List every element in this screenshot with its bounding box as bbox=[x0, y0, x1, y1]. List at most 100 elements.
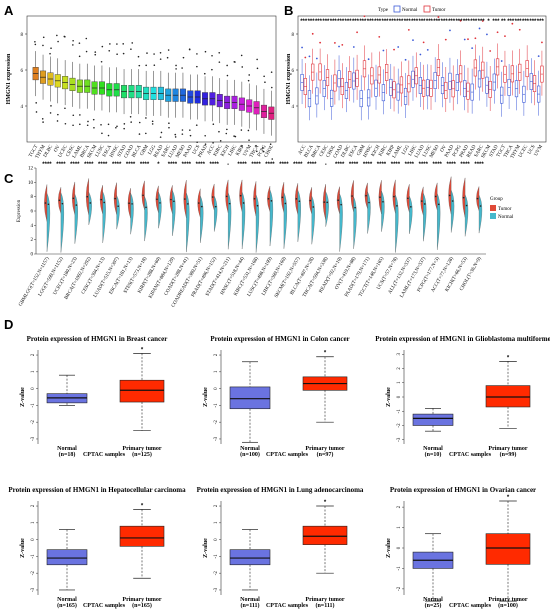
panel-a-outlier bbox=[107, 134, 110, 137]
panel-c-tumor-mean bbox=[323, 201, 326, 203]
panel-a-xtick-label: LUSC bbox=[95, 144, 106, 158]
panel-c-normal-violin bbox=[464, 194, 469, 237]
panel-c-normal-mean bbox=[340, 203, 342, 206]
panel-d-ytick-label: 2 bbox=[214, 353, 219, 356]
panel-d-significance-star: * bbox=[507, 495, 510, 501]
panel-b-significance: *** bbox=[359, 19, 367, 25]
panel-c-tumor-mean bbox=[393, 195, 395, 198]
panel-a-outlier bbox=[35, 111, 38, 113]
panel-a-outlier bbox=[159, 136, 162, 138]
panel-b-xtick-label: LUSC bbox=[422, 144, 433, 158]
panel-d-ytick-label: -3 bbox=[31, 587, 36, 592]
panel-b-xtick-label: KICH bbox=[371, 144, 382, 157]
panel-c-significance: **** bbox=[98, 162, 108, 168]
panel-b-significance: *** bbox=[337, 19, 345, 25]
panel-c-ytick-label: 6 bbox=[31, 210, 34, 215]
panel-a-xtick-label: UCEC bbox=[58, 144, 69, 159]
panel-a-outlier bbox=[122, 43, 125, 45]
panel-c-significance: **** bbox=[433, 162, 443, 168]
panel-a-outlier bbox=[248, 139, 250, 141]
panel-letter-a: A bbox=[4, 3, 14, 18]
panel-a-outlier bbox=[50, 105, 52, 107]
panel-a-outlier bbox=[107, 123, 110, 126]
panel-c-significance: **** bbox=[140, 162, 150, 168]
panel-c-significance: **** bbox=[307, 162, 317, 168]
panel-b-xtick-label: ACC bbox=[298, 144, 308, 156]
panel-b-xtick-label: PCPG bbox=[452, 144, 463, 158]
panel-b-significance: *** bbox=[426, 19, 434, 25]
panel-b-xtick-label: LIHC bbox=[408, 144, 418, 157]
panel-c-tumor-mean bbox=[281, 196, 284, 199]
panel-a-xtick-label: SARC bbox=[161, 144, 172, 158]
panel-c-normal-mean bbox=[47, 203, 50, 206]
panel-a-outlier bbox=[129, 116, 132, 118]
panel-b-outlier bbox=[311, 32, 314, 35]
panel-c-ytick-label: 0 bbox=[31, 253, 34, 258]
panel-b-significance: *** bbox=[352, 19, 360, 25]
panel-d-significance-star: * bbox=[507, 355, 510, 361]
panel-b-xtick-label: LUAD bbox=[414, 144, 425, 159]
panel-a-outlier bbox=[108, 49, 111, 52]
panel-c-normal-mean bbox=[256, 204, 259, 207]
panel-a-outlier bbox=[72, 124, 74, 127]
panel-c-normal-violin bbox=[353, 196, 357, 249]
panel-d-normal-box bbox=[229, 386, 271, 410]
panel-c-normal-violin bbox=[214, 195, 218, 232]
panel-a-outlier bbox=[174, 136, 177, 138]
panel-b-xtick-label: BLCA bbox=[304, 144, 315, 158]
panel-c-tumor-mean bbox=[170, 198, 172, 201]
panel-c-significance: **** bbox=[196, 162, 206, 168]
panel-b-xtick-label: KIRP bbox=[386, 144, 396, 157]
panel-c-tumor-mean bbox=[379, 196, 381, 198]
panel-b-xtick-label: OV bbox=[440, 144, 448, 153]
panel-a-outlier bbox=[182, 56, 185, 59]
panel-b-xtick-label: CESC bbox=[319, 144, 330, 158]
panel-a-outlier bbox=[42, 44, 44, 47]
panel-a-outlier bbox=[160, 131, 163, 134]
panel-a-outlier bbox=[212, 142, 214, 144]
panel-d-ytick-label: -3 bbox=[397, 437, 402, 442]
panel-b-significance: *** bbox=[300, 19, 308, 25]
panel-a-outlier bbox=[57, 113, 59, 116]
panel-a-xtick-label: KIRP bbox=[236, 144, 246, 157]
panel-a-outlier bbox=[247, 129, 250, 132]
panel-c-significance: **** bbox=[182, 162, 192, 168]
panel-a-outlier bbox=[189, 129, 191, 131]
panel-b-significance: *** bbox=[522, 19, 530, 25]
panel-c-normal-violin bbox=[451, 190, 455, 233]
panel-b-significance: *** bbox=[345, 19, 353, 25]
panel-a-outlier bbox=[241, 66, 244, 68]
panel-c-normal-mean bbox=[131, 203, 133, 205]
panel-a-outlier bbox=[189, 134, 192, 137]
panel-a-outlier bbox=[181, 133, 184, 135]
panel-b-significance: *** bbox=[367, 19, 375, 25]
panel-a-xtick-label: ESCA bbox=[102, 144, 113, 158]
panel-d-ylabel: Z-value bbox=[203, 387, 209, 407]
panel-c-normal-mean bbox=[451, 200, 454, 202]
panel-b-significance: *** bbox=[515, 19, 523, 25]
panel-b-significance: *** bbox=[433, 19, 441, 25]
panel-b-xtick-label: MESO bbox=[429, 144, 440, 159]
panel-a-outlier bbox=[234, 135, 237, 138]
panel-d-tumor-box bbox=[119, 379, 165, 403]
panel-c-tumor-mean bbox=[142, 194, 144, 197]
panel-c-normal-violin bbox=[311, 196, 315, 245]
panel-a-ytick-label: 6 bbox=[21, 69, 24, 74]
panel-d-xlabel: CPTAC samples bbox=[83, 452, 126, 458]
panel-a-outlier bbox=[85, 37, 88, 40]
panel-a-outlier bbox=[226, 74, 229, 77]
panel-d-ytick-label: 0 bbox=[397, 546, 402, 549]
panel-d-group-name: Normal bbox=[423, 597, 443, 603]
panel-c-ytick-label: 2 bbox=[31, 238, 34, 243]
panel-d-group-count: (n=125) bbox=[132, 451, 152, 458]
panel-a-outlier bbox=[94, 51, 97, 53]
panel-b-xtick-label: UCS bbox=[527, 144, 536, 155]
panel-b-significance: ** bbox=[501, 19, 506, 25]
panel-b-outlier bbox=[449, 29, 451, 32]
panel-a-outlier bbox=[211, 68, 213, 71]
panel-c-normal-mean bbox=[214, 205, 217, 208]
panel-c-significance: **** bbox=[168, 162, 178, 168]
panel-b-xtick-label: STAD bbox=[489, 144, 500, 158]
panel-d-ytick-label: 0 bbox=[397, 395, 402, 398]
panel-a-outlier bbox=[151, 123, 154, 125]
